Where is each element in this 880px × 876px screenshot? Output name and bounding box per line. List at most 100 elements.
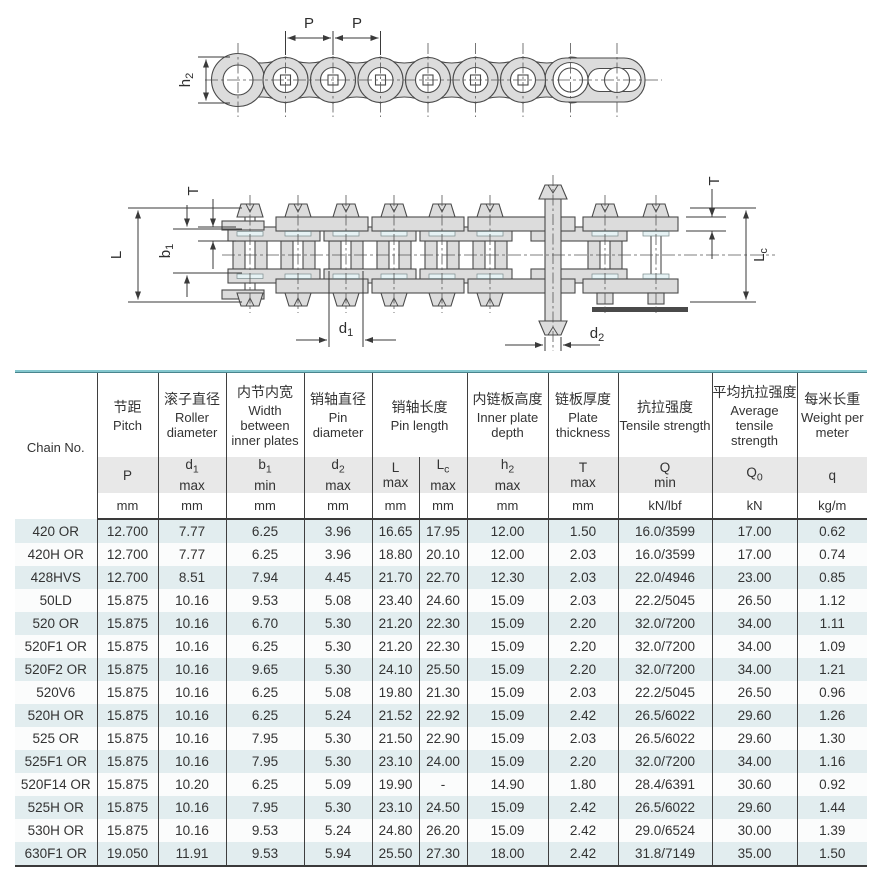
table-cell: 22.30: [418, 635, 468, 658]
table-cell: 15.875: [96, 612, 158, 635]
table-row: 50LD 15.875 10.16 9.53 5.08 23.40 24.60 15.09 2.…: [15, 589, 868, 612]
table-cell: 5.30: [303, 750, 372, 773]
chain-no-cell: 520 OR: [32, 616, 80, 631]
table-row: 525F1 OR 15.875 10.16 7.95 5.30 23.10 24.00 15.…: [15, 750, 868, 773]
table-cell: 16.0/3599: [617, 543, 713, 566]
table-row: 520F14 OR 15.875 10.20 6.25 5.09 19.90-14.90 1…: [15, 773, 868, 796]
table-cell: 12.700: [96, 519, 158, 543]
dim-label-pitch-2: P: [352, 15, 362, 32]
table-cell: 20.10: [418, 543, 468, 566]
table-cell: 23.10: [371, 750, 419, 773]
col-header-thickness: 链板厚度 Plate thickness: [547, 373, 619, 457]
table-cell: 12.700: [96, 543, 158, 566]
table-cell: 26.50: [711, 589, 798, 612]
table-cell: 0.85: [796, 566, 868, 589]
spec-table: Chain No. 节距 Pitch 滚子直径 Roller diameter 内节…: [15, 373, 868, 867]
table-cell: 11.91: [157, 842, 226, 866]
table-cell: 5.30: [303, 727, 372, 750]
col-header-weight: 每米长重 Weight per meter: [796, 373, 868, 457]
chain-no-cell: 520V6: [36, 685, 76, 700]
table-cell: 1.50: [547, 519, 619, 543]
col-header-pitch: 节距 Pitch: [96, 373, 158, 457]
dim-label-t-left: T: [185, 186, 202, 195]
table-cell: 5.08: [303, 589, 372, 612]
table-cell: 9.53: [225, 842, 304, 866]
table-cell: 1.39: [796, 819, 868, 842]
table-cell: 29.60: [711, 796, 798, 819]
table-cell: 0.62: [796, 519, 868, 543]
table-cell: -: [418, 773, 468, 796]
chain-no-cell: 525F1 OR: [24, 754, 87, 769]
table-cell: 9.65: [225, 658, 304, 681]
col-header-pin-len: 销轴长度 Pin length: [371, 373, 468, 457]
table-cell: 10.20: [157, 773, 226, 796]
table-cell: 15.875: [96, 773, 158, 796]
table-cell: 10.16: [157, 750, 226, 773]
unit-weight: kg/m: [796, 493, 868, 520]
sym-width: b1 min: [225, 457, 304, 493]
table-cell: 15.875: [96, 750, 158, 773]
table-cell: 10.16: [157, 704, 226, 727]
col-header-width: 内节内宽 Width between inner plates: [225, 373, 304, 457]
table-cell: 1.16: [796, 750, 868, 773]
table-cell: 16.0/3599: [617, 519, 713, 543]
table-cell: 24.50: [418, 796, 468, 819]
table-cell: 31.8/7149: [617, 842, 713, 866]
table-row: 428HVS 12.700 8.51 7.94 4.45 21.70 22.70 12.30 2…: [15, 566, 868, 589]
table-cell: 22.70: [418, 566, 468, 589]
accent-line-dark: [15, 372, 867, 373]
table-cell: 2.20: [547, 658, 619, 681]
chain-no-cell: 520F14 OR: [20, 777, 91, 792]
table-cell: 34.00: [711, 750, 798, 773]
table-cell: 2.03: [547, 566, 619, 589]
header-names-row: Chain No. 节距 Pitch 滚子直径 Roller diameter 内节…: [15, 373, 868, 457]
table-cell: 25.50: [418, 658, 468, 681]
dim-label-l: L: [108, 251, 125, 259]
table-cell: 19.80: [371, 681, 419, 704]
table-cell: 12.700: [96, 566, 158, 589]
table-cell: 2.03: [547, 681, 619, 704]
table-cell: 6.25: [225, 681, 304, 704]
table-cell: 10.16: [157, 819, 226, 842]
table-cell: 2.42: [547, 819, 619, 842]
table-cell: 2.20: [547, 635, 619, 658]
side-chain-graphics: [205, 43, 662, 117]
table-row: 520F2 OR 15.875 10.16 9.65 5.30 24.10 25.50 15.…: [15, 658, 868, 681]
chain-no-cell: 630F1 OR: [24, 846, 87, 861]
table-cell: 22.90: [418, 727, 468, 750]
table-cell: 26.20: [418, 819, 468, 842]
table-cell: 2.42: [547, 704, 619, 727]
table-cell: 29.0/6524: [617, 819, 713, 842]
table-cell: 22.30: [418, 612, 468, 635]
unit-avg-tensile: kN: [711, 493, 798, 520]
table-cell: 32.0/7200: [617, 750, 713, 773]
table-row: 525 OR 15.875 10.16 7.95 5.30 21.50 22.90 15.09…: [15, 727, 868, 750]
table-cell: 0.74: [796, 543, 868, 566]
sym-pitch: P: [96, 457, 158, 493]
unit-tensile: kN/lbf: [617, 493, 713, 520]
accent-line: [15, 370, 867, 372]
table-cell: 27.30: [418, 842, 468, 866]
table-cell: 15.09: [466, 612, 549, 635]
sym-roller: d1 max: [157, 457, 226, 493]
table-cell: 24.80: [371, 819, 419, 842]
table-cell: 5.94: [303, 842, 372, 866]
side-dimensions: [198, 31, 381, 104]
table-cell: 2.42: [547, 796, 619, 819]
table-cell: 5.30: [303, 796, 372, 819]
table-cell: 4.45: [303, 566, 372, 589]
table-cell: 5.09: [303, 773, 372, 796]
table-row: 520F1 OR 15.875 10.16 6.25 5.30 21.20 22.30 15.…: [15, 635, 868, 658]
chain-no-cell: 428HVS: [30, 570, 81, 585]
table-cell: 1.80: [547, 773, 619, 796]
chain-no-cell: 420 OR: [32, 523, 80, 539]
table-cell: 34.00: [711, 635, 798, 658]
table-cell: 15.09: [466, 635, 549, 658]
table-cell: 22.0/4946: [617, 566, 713, 589]
table-cell: 15.875: [96, 819, 158, 842]
table-cell: 1.21: [796, 658, 868, 681]
table-cell: 21.20: [371, 635, 419, 658]
chain-no-cell: 525 OR: [32, 731, 80, 746]
